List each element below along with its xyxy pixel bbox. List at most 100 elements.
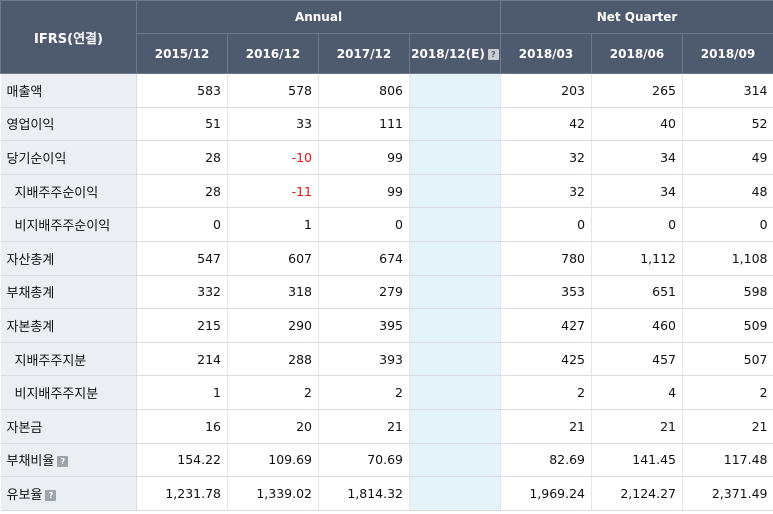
- value-cell: 427: [500, 308, 592, 343]
- period-header: 2018/09: [682, 33, 773, 74]
- table-row: 자본금 16 20 21 21 21 21: [0, 408, 773, 444]
- value-cell: 82.69: [500, 442, 592, 478]
- table-row: 지배주주지분 214 288 393 425 457 507: [0, 341, 773, 377]
- row-label: 비지배주주순이익: [0, 207, 137, 242]
- value-cell: 49: [682, 140, 773, 175]
- estimate-cell: [408, 308, 501, 343]
- value-cell: 318: [227, 274, 319, 310]
- value-cell: 425: [500, 341, 592, 377]
- estimate-cell: [408, 106, 501, 142]
- value-cell: 52: [682, 106, 773, 142]
- info-icon[interactable]: ?: [487, 48, 499, 60]
- value-cell: 1,969.24: [500, 476, 592, 511]
- row-label: 비지배주주지분: [0, 375, 137, 410]
- row-label: 매출액: [0, 73, 137, 108]
- table-row: 자본총계 215 290 395 427 460 509: [0, 308, 773, 343]
- value-cell: 99: [318, 173, 410, 209]
- value-cell: 2: [500, 375, 592, 410]
- value-cell: 28: [136, 173, 228, 209]
- value-cell: 141.45: [591, 442, 683, 478]
- period-header: 2018/06: [591, 33, 684, 74]
- value-cell: 215: [136, 308, 228, 343]
- table-row: 매출액 583 578 806 203 265 314: [0, 73, 773, 108]
- period-header: 2017/12: [318, 33, 410, 74]
- row-label: 당기순이익: [0, 140, 137, 175]
- value-cell: 0: [318, 207, 410, 242]
- value-cell: 607: [227, 240, 319, 276]
- value-cell: 70.69: [318, 442, 410, 478]
- value-cell: 21: [591, 408, 683, 444]
- value-cell: 51: [136, 106, 228, 142]
- row-label: 부채비율?: [0, 442, 137, 478]
- value-cell: 40: [591, 106, 683, 142]
- value-cell: 21: [500, 408, 592, 444]
- value-cell: 547: [136, 240, 228, 276]
- estimate-cell: [408, 442, 501, 478]
- value-cell: 1: [227, 207, 319, 242]
- value-cell: 457: [591, 341, 683, 377]
- value-cell: 0: [136, 207, 228, 242]
- row-label: 자본총계: [0, 308, 137, 343]
- value-cell: 48: [682, 173, 773, 209]
- value-cell: 507: [682, 341, 773, 377]
- table-row: 부채비율? 154.22 109.69 70.69 82.69 141.45 117.48: [0, 442, 773, 478]
- value-cell: 1: [136, 375, 228, 410]
- row-label: 부채총계: [0, 274, 137, 310]
- period-header-estimate: 2018/12(E)?: [408, 33, 502, 74]
- value-cell: 1,108: [682, 240, 773, 276]
- info-icon[interactable]: ?: [45, 489, 57, 501]
- value-cell: 32: [500, 140, 592, 175]
- value-cell: 34: [591, 140, 683, 175]
- value-cell: 509: [682, 308, 773, 343]
- value-cell: 0: [682, 207, 773, 242]
- value-cell: 395: [318, 308, 410, 343]
- value-cell: 203: [500, 73, 592, 108]
- period-header: 2018/03: [500, 33, 593, 74]
- period-header: 2015/12: [136, 33, 228, 74]
- estimate-cell: [408, 240, 501, 276]
- row-label: 자산총계: [0, 240, 137, 276]
- table-row: 당기순이익 28 -10 99 32 34 49: [0, 140, 773, 175]
- value-cell: -11: [227, 173, 319, 209]
- value-cell: 314: [682, 73, 773, 108]
- value-cell: 578: [227, 73, 319, 108]
- table-row: 지배주주순이익 28 -11 99 32 34 48: [0, 173, 773, 209]
- value-cell: 1,339.02: [227, 476, 319, 511]
- value-cell: 99: [318, 140, 410, 175]
- estimate-cell: [408, 476, 501, 511]
- value-cell: 20: [227, 408, 319, 444]
- value-cell: 2,371.49: [682, 476, 773, 511]
- value-cell: 393: [318, 341, 410, 377]
- value-cell: 353: [500, 274, 592, 310]
- value-cell: 117.48: [682, 442, 773, 478]
- value-cell: 2: [227, 375, 319, 410]
- value-cell: 42: [500, 106, 592, 142]
- value-cell: 21: [318, 408, 410, 444]
- value-cell: 332: [136, 274, 228, 310]
- table-row: 부채총계 332 318 279 353 651 598: [0, 274, 773, 310]
- value-cell: 4: [591, 375, 683, 410]
- value-cell: 33: [227, 106, 319, 142]
- table-row: 비지배주주지분 1 2 2 2 4 2: [0, 375, 773, 410]
- annual-header: Annual: [135, 0, 502, 34]
- info-icon[interactable]: ?: [57, 456, 69, 468]
- value-cell: 1,231.78: [136, 476, 228, 511]
- value-cell: 806: [318, 73, 410, 108]
- row-label: 지배주주순이익: [0, 173, 137, 209]
- value-cell: 598: [682, 274, 773, 310]
- estimate-cell: [408, 73, 501, 108]
- estimate-cell: [408, 173, 501, 209]
- value-cell: 2: [318, 375, 410, 410]
- value-cell: -10: [227, 140, 319, 175]
- value-cell: 111: [318, 106, 410, 142]
- value-cell: 583: [136, 73, 228, 108]
- value-cell: 34: [591, 173, 683, 209]
- value-cell: 279: [318, 274, 410, 310]
- value-cell: 16: [136, 408, 228, 444]
- value-cell: 651: [591, 274, 683, 310]
- value-cell: 265: [591, 73, 683, 108]
- value-cell: 674: [318, 240, 410, 276]
- period-header: 2016/12: [227, 33, 319, 74]
- estimate-cell: [408, 140, 501, 175]
